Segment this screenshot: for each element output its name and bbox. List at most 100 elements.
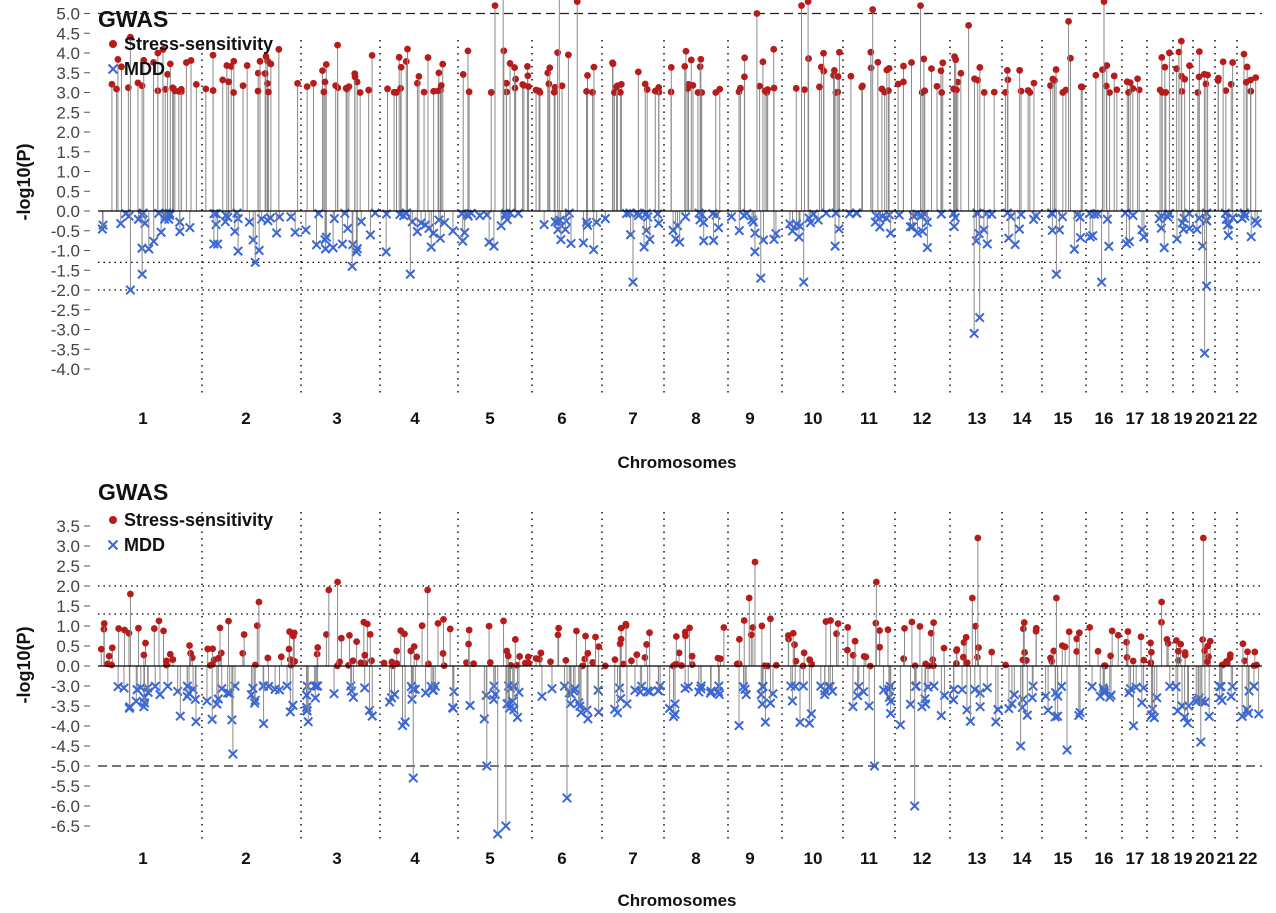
mdd-point bbox=[622, 698, 632, 709]
chart-title: GWAS bbox=[98, 479, 168, 505]
stress-point bbox=[291, 657, 299, 665]
stress-point bbox=[506, 60, 514, 67]
stress-point bbox=[550, 88, 558, 96]
mdd-point bbox=[359, 682, 370, 693]
mdd-point bbox=[674, 237, 685, 248]
stress-point bbox=[393, 660, 401, 667]
stress-point bbox=[901, 624, 908, 632]
stress-point bbox=[465, 88, 473, 96]
stress-point bbox=[187, 57, 195, 64]
chromosome-label: 9 bbox=[745, 849, 754, 868]
stress-point bbox=[1161, 63, 1169, 71]
chromosome-label: 21 bbox=[1217, 849, 1236, 868]
stress-point bbox=[314, 644, 322, 651]
stress-point bbox=[1140, 656, 1148, 664]
stress-point bbox=[414, 79, 421, 87]
stress-point bbox=[876, 627, 883, 634]
stress-point bbox=[511, 636, 519, 643]
stress-point bbox=[545, 80, 553, 88]
stress-point bbox=[1202, 80, 1210, 88]
mdd-point bbox=[600, 213, 611, 224]
stress-point bbox=[1195, 73, 1203, 81]
mdd-point bbox=[668, 711, 679, 722]
mdd-point bbox=[1222, 220, 1233, 231]
chromosome-label: 10 bbox=[804, 849, 823, 868]
stress-point bbox=[334, 578, 341, 586]
stress-point bbox=[1100, 0, 1108, 6]
mdd-point bbox=[216, 683, 227, 694]
y-tick-label: -6.5 bbox=[51, 817, 80, 836]
stress-point bbox=[800, 649, 808, 657]
y-tick-label: 4.5 bbox=[56, 24, 80, 43]
stress-point bbox=[1107, 652, 1114, 660]
mdd-point bbox=[593, 707, 604, 718]
stress-point bbox=[253, 622, 261, 630]
mdd-point bbox=[547, 683, 557, 694]
mdd-point bbox=[1120, 208, 1131, 218]
mdd-point bbox=[124, 702, 135, 712]
chromosome-label: 16 bbox=[1095, 849, 1114, 868]
stress-point bbox=[537, 649, 545, 657]
y-tick-label: 0.0 bbox=[56, 202, 80, 221]
mdd-point bbox=[917, 226, 928, 237]
mdd-point bbox=[250, 695, 261, 706]
stress-point bbox=[289, 632, 297, 640]
stress-point bbox=[325, 586, 333, 594]
stress-point bbox=[424, 54, 432, 61]
mdd-point bbox=[635, 687, 646, 697]
mdd-point bbox=[726, 211, 737, 222]
chromosome-label: 11 bbox=[860, 409, 878, 428]
stress-point bbox=[1024, 87, 1032, 94]
stress-point bbox=[633, 651, 641, 659]
chromosome-label: 8 bbox=[691, 409, 700, 428]
chromosome-label: 17 bbox=[1126, 849, 1145, 868]
mdd-point bbox=[821, 208, 832, 219]
stress-point bbox=[758, 622, 766, 630]
y-tick-label: 0.5 bbox=[56, 637, 80, 656]
stress-point bbox=[395, 53, 403, 61]
mdd-point bbox=[1052, 691, 1063, 702]
mdd-point bbox=[175, 711, 186, 722]
stress-point bbox=[920, 55, 928, 63]
stress-point bbox=[491, 2, 499, 9]
stress-point bbox=[876, 643, 884, 651]
mdd-point bbox=[182, 681, 193, 692]
stress-point bbox=[681, 62, 689, 70]
mdd-point bbox=[566, 238, 576, 249]
chromosome-label: 14 bbox=[1013, 849, 1032, 868]
mdd-point bbox=[227, 749, 238, 759]
mdd-point bbox=[537, 691, 547, 702]
mdd-point bbox=[143, 244, 154, 254]
stress-point bbox=[1030, 79, 1038, 87]
stress-point bbox=[801, 86, 808, 94]
mdd-point bbox=[481, 690, 492, 701]
stress-point bbox=[186, 642, 193, 649]
stress-point bbox=[869, 6, 877, 13]
stress-point bbox=[972, 622, 979, 630]
chromosome-label: 21 bbox=[1217, 409, 1236, 428]
y-tick-label: -1.5 bbox=[51, 261, 80, 280]
mdd-point bbox=[412, 226, 423, 237]
mdd-point bbox=[1253, 708, 1264, 719]
mdd-point bbox=[1047, 225, 1058, 236]
mdd-point bbox=[347, 261, 358, 272]
mdd-point bbox=[760, 717, 771, 728]
stress-point bbox=[767, 615, 774, 623]
chromosome-label: 12 bbox=[913, 849, 932, 868]
chromosome-label: 13 bbox=[968, 409, 987, 428]
stress-point bbox=[1129, 85, 1137, 92]
stress-point bbox=[225, 617, 232, 625]
mdd-point bbox=[502, 214, 513, 225]
mdd-point bbox=[1016, 209, 1027, 220]
stress-point bbox=[1049, 75, 1057, 83]
stress-point bbox=[696, 63, 704, 71]
stress-point bbox=[1019, 625, 1027, 633]
mdd-point bbox=[653, 218, 664, 229]
mdd-point bbox=[1075, 707, 1086, 718]
mdd-point bbox=[632, 208, 643, 218]
mdd-point bbox=[286, 211, 296, 222]
mdd-point bbox=[668, 225, 678, 236]
stress-point bbox=[1073, 648, 1081, 655]
stress-point bbox=[1020, 619, 1028, 626]
x-axis-label: Chromosomes bbox=[617, 453, 736, 472]
